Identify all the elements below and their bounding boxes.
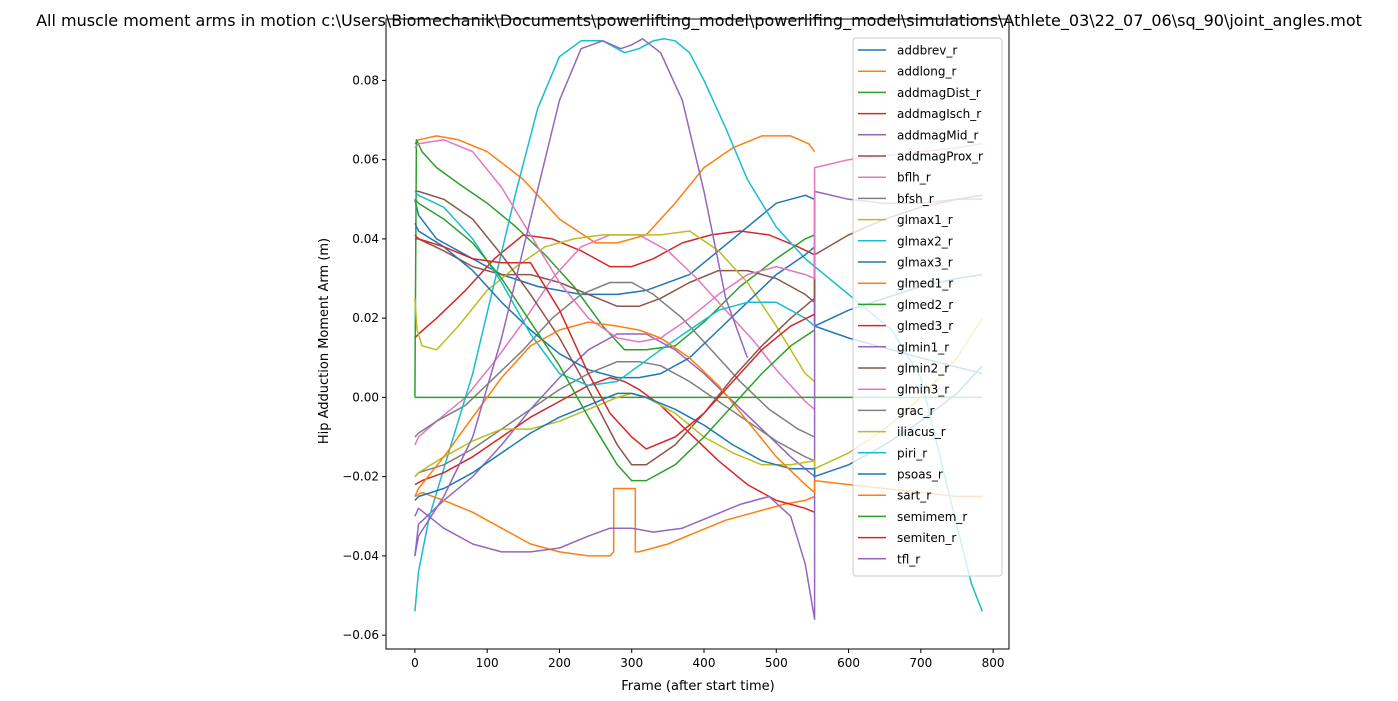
series-line-addlong_r — [414, 135, 816, 244]
x-tick-label: 500 — [765, 656, 788, 670]
chart-title: All muscle moment arms in motion c:\User… — [36, 11, 1362, 31]
series-line-tfl_r — [414, 38, 749, 557]
legend-label-addbrev_r: addbrev_r — [897, 44, 957, 58]
series-line-addmagIsch_r — [414, 230, 815, 339]
x-axis-label: Frame (after start time) — [621, 679, 774, 694]
legend-label-bfsh_r: bfsh_r — [897, 192, 934, 206]
legend-label-addmagIsch_r: addmagIsch_r — [897, 107, 981, 121]
y-tick-label: 0.06 — [352, 153, 379, 167]
legend-label-psoas_r: psoas_r — [897, 468, 943, 482]
legend-label-glmin1_r: glmin1_r — [897, 340, 949, 354]
y-tick-label: 0.08 — [352, 73, 379, 87]
legend-label-glmax2_r: glmax2_r — [897, 234, 953, 248]
x-tick-label: 400 — [693, 656, 716, 670]
series-line-grac_r — [414, 360, 815, 478]
legend-label-glmed1_r: glmed1_r — [897, 277, 953, 291]
legend-label-semimem_r: semimem_r — [897, 510, 967, 524]
legend-label-piri_r: piri_r — [897, 446, 927, 460]
y-tick-label: 0.00 — [352, 390, 379, 404]
axes: 0 100 200 300 400 500 600 700 800 −0.06 −0.04 −0.02… — [342, 18, 1010, 670]
legend-label-addmagMid_r: addmagMid_r — [897, 128, 979, 142]
series-line-semimem_r — [414, 198, 816, 482]
series-line-glmed1_r — [414, 487, 815, 557]
legend-box — [852, 37, 1003, 577]
series-line-glmax1_r — [414, 230, 816, 383]
legend-label-glmax1_r: glmax1_r — [897, 213, 953, 227]
series-line-glmed3_r — [414, 376, 815, 513]
y-axis-label: Hip Adduction Moment Arm (m) — [317, 238, 332, 444]
legend: addbrev_r addlong_r addmagDist_r addmagIsch… — [852, 37, 1003, 577]
legend-label-glmin2_r: glmin2_r — [897, 362, 949, 376]
legend-label-glmin3_r: glmin3_r — [897, 383, 949, 397]
y-tick-label: 0.02 — [352, 311, 379, 325]
series-line-piri_r — [414, 190, 816, 387]
series-line-bfsh_r — [414, 281, 815, 438]
legend-label-sart_r: sart_r — [897, 489, 931, 503]
legend-label-addmagProx_r: addmagProx_r — [897, 150, 983, 164]
x-tick-label: 600 — [837, 656, 860, 670]
x-tick-label: 200 — [548, 656, 571, 670]
series-line-addmagProx_r — [414, 238, 816, 308]
y-tick-label: −0.06 — [342, 628, 379, 642]
y-tick-label: −0.04 — [342, 549, 379, 563]
legend-label-glmax3_r: glmax3_r — [897, 256, 953, 270]
axes-frame — [385, 18, 1010, 650]
x-tick-label: 100 — [476, 656, 499, 670]
x-tick-label: 300 — [620, 656, 643, 670]
legend-label-bflh_r: bflh_r — [897, 171, 931, 185]
y-tick-label: 0.04 — [352, 232, 379, 246]
legend-label-addmagDist_r: addmagDist_r — [897, 86, 981, 100]
legend-label-glmed2_r: glmed2_r — [897, 298, 953, 312]
legend-label-grac_r: grac_r — [897, 404, 935, 418]
series-line-addmagMid_r — [414, 333, 816, 556]
x-tick-label: 700 — [909, 656, 932, 670]
legend-label-iliacus_r: iliacus_r — [897, 425, 946, 439]
y-tick-label: −0.02 — [342, 470, 379, 484]
x-tick-label: 0 — [411, 656, 419, 670]
legend-label-semiten_r: semiten_r — [897, 531, 956, 545]
legend-label-glmed3_r: glmed3_r — [897, 319, 953, 333]
series-line-semiten_r — [414, 234, 815, 450]
legend-label-tfl_r: tfl_r — [897, 552, 920, 566]
legend-label-addlong_r: addlong_r — [897, 65, 956, 79]
x-tick-label: 800 — [982, 656, 1005, 670]
